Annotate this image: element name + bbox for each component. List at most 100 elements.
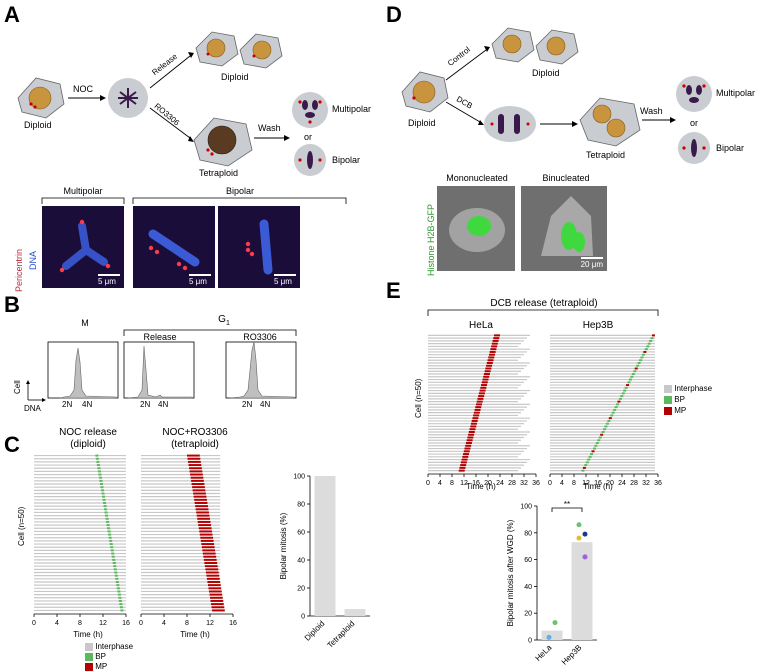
bar-ylabel: Bipolar mitosis (%) <box>279 512 288 579</box>
b-cell-axis-label: Cell <box>13 380 22 394</box>
b-release-label: Release <box>143 332 177 342</box>
bar-ytick-label: 60 <box>297 530 305 537</box>
d-bin-label: Binucleated <box>542 173 590 183</box>
e-bracket <box>427 309 659 316</box>
bar-ytick-label: 80 <box>524 530 532 537</box>
e-hep3b-tick-label: 24 <box>618 480 626 487</box>
e-hela-tick-label: 0 <box>426 480 430 487</box>
e-hela-tick-label: 4 <box>438 480 442 487</box>
e-hela-tick-label: 32 <box>520 480 528 487</box>
scale-bar-a1: 5 μm <box>98 274 120 286</box>
e-xlabel-1: Time (h) <box>466 482 496 491</box>
c-tetraploid-tick-label: 12 <box>206 620 214 627</box>
chromosomes <box>118 88 138 108</box>
bar-point <box>576 535 582 541</box>
c-tetraploid-tick-label: 4 <box>162 620 166 627</box>
img-bipolar-title: Bipolar <box>225 186 255 196</box>
tetraploid-nucleus <box>207 125 237 155</box>
e-hela-tick-label: 16 <box>472 480 480 487</box>
c-tetraploid-tick-label: 16 <box>229 620 237 627</box>
significance-bracket <box>551 507 583 512</box>
bar-point <box>576 522 582 528</box>
d-wash-label: Wash <box>640 106 663 116</box>
b-g1-label: G1 <box>218 314 230 327</box>
bar-point <box>582 554 588 560</box>
e-legend-interphase: Interphase <box>664 384 712 393</box>
e-hep3b-tick-label: 32 <box>642 480 650 487</box>
bar-ytick-label: 60 <box>524 557 532 564</box>
c-legend-interphase: Interphase <box>85 642 133 651</box>
panel-label-a: A <box>4 2 20 27</box>
e-hela-tick-label: 12 <box>460 480 468 487</box>
c-title2b: (tetraploid) <box>171 439 219 450</box>
bar-category-label: Tetraploid <box>326 619 357 650</box>
c-tetraploid-tick-label: 0 <box>139 620 143 627</box>
a-noc-label: NOC <box>73 84 93 94</box>
c-xlabel-1: Time (h) <box>73 630 103 639</box>
d-diploid-label: Diploid <box>408 118 436 128</box>
bar-ytick-label: 100 <box>520 504 532 511</box>
b-m-label: M <box>81 318 89 328</box>
c-title2a: NOC+RO3306 <box>162 427 228 438</box>
b-tick-2n-1: 2N <box>62 400 73 409</box>
pericentrin-label: Pericentrin <box>14 248 24 292</box>
e-hep3b-tick-label: 16 <box>594 480 602 487</box>
bar-ytick-label: 20 <box>297 586 305 593</box>
b-bracket <box>123 329 297 336</box>
e-xlabel-2: Time (h) <box>583 482 613 491</box>
b-tick-4n-3: 4N <box>260 400 271 409</box>
micrograph-binucleated: 20 μm <box>521 186 607 271</box>
b-tick-2n-2: 2N <box>140 400 151 409</box>
c-legend-mp: MP <box>85 662 107 671</box>
b-tick-4n-2: 4N <box>158 400 169 409</box>
e-hep3b-tick-label: 20 <box>606 480 614 487</box>
c-tetraploid-tick-label: 8 <box>185 620 189 627</box>
panel-label-b: B <box>4 292 20 317</box>
b-dna-axis-label: DNA <box>24 404 41 413</box>
bar-ytick-label: 80 <box>297 502 305 509</box>
e-hela-tick-label: 28 <box>508 480 516 487</box>
a-multipolar-label: Multipolar <box>332 104 372 114</box>
c-diploid-tick-label: 8 <box>78 620 82 627</box>
a-tetraploid-label: Tetraploid <box>199 168 239 178</box>
scale-bar-a3: 5 μm <box>274 274 296 286</box>
diploid-nucleus <box>28 86 52 110</box>
bar <box>314 476 336 616</box>
bar-ytick-label: 20 <box>524 611 532 618</box>
c-diploid-tick-label: 16 <box>122 620 130 627</box>
scale-bar-d: 20 μm <box>581 257 603 269</box>
a-diploid2-label: Diploid <box>221 72 249 82</box>
micrograph-bipolar-2: 5 μm <box>218 206 300 288</box>
panel-label-d: D <box>386 2 402 27</box>
c-diploid-tick-label: 0 <box>32 620 36 627</box>
a-or-label: or <box>304 132 313 142</box>
bar-category-label: HeLa <box>534 643 554 663</box>
micrograph-multipolar: 5 μm <box>42 206 124 288</box>
bar <box>344 609 366 616</box>
img-multipolar-title: Multipolar <box>63 186 103 196</box>
micrograph-bipolar-1: 5 μm <box>133 206 215 288</box>
e-hep3b-tick-label: 8 <box>572 480 576 487</box>
c-title1a: NOC release <box>59 427 117 438</box>
bar-ytick-label: 100 <box>293 474 305 481</box>
e-bar-chart: 0 20 40 60 80 100 Bipolar mitosis after WGD (%… <box>506 500 597 667</box>
bar-category-label: Hep3B <box>560 643 584 667</box>
bar-ytick-label: 0 <box>301 614 305 621</box>
b-ro3306-label: RO3306 <box>243 332 277 342</box>
c-raster-plots: 0 4 8 12 16 0 4 8 12 16 <box>32 454 237 627</box>
b-tick-4n-1: 4N <box>82 400 93 409</box>
d-or-label: or <box>690 118 699 128</box>
bar <box>541 630 563 640</box>
bar <box>571 542 593 640</box>
e-hep3b-tick-label: 4 <box>560 480 564 487</box>
d-bipolar-label: Bipolar <box>716 143 745 153</box>
b-tick-2n-3: 2N <box>242 400 253 409</box>
e-hela-label: HeLa <box>469 320 493 331</box>
e-title: DCB release (tetraploid) <box>490 298 598 309</box>
bar-ytick-label: 0 <box>528 638 532 645</box>
a-wash-label: Wash <box>258 123 281 133</box>
bar-point <box>552 620 558 626</box>
b-histograms <box>26 341 297 402</box>
bar-ylabel: Bipolar mitosis after WGD (%) <box>506 519 515 626</box>
a-bracket-lines <box>41 197 347 204</box>
